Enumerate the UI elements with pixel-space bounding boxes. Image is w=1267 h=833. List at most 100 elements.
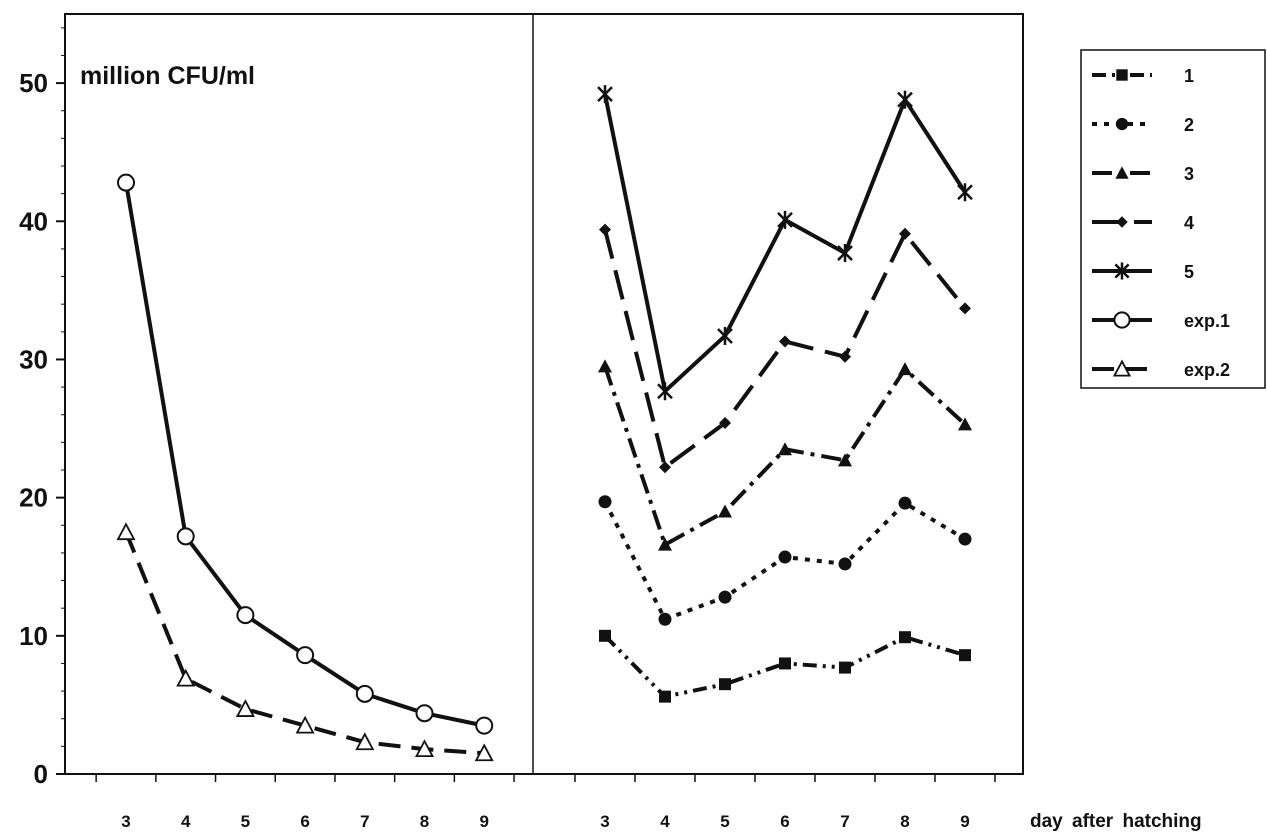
data-point — [659, 461, 671, 474]
legend-entry: exp.1 — [1092, 311, 1230, 331]
series-line-exp1 — [124, 182, 485, 728]
data-point — [598, 359, 612, 373]
data-point — [718, 504, 732, 518]
x-tick-label: 3 — [121, 812, 130, 831]
data-point — [295, 715, 315, 734]
y-tick-label: 30 — [19, 344, 48, 374]
unit-label: million CFU/ml — [80, 62, 255, 90]
data-point — [958, 417, 972, 431]
y-tick-label: 0 — [34, 759, 48, 789]
x-tick-label: 9 — [960, 812, 969, 831]
data-point — [659, 690, 671, 703]
data-point — [839, 661, 851, 674]
x-tick-label: 8 — [900, 812, 909, 831]
data-point — [898, 496, 912, 510]
data-point — [839, 350, 851, 363]
series-line-4 — [603, 229, 967, 470]
data-point — [355, 732, 375, 751]
data-point — [959, 302, 971, 315]
data-point — [597, 85, 613, 104]
data-point — [116, 522, 136, 541]
x-tick-label: 9 — [479, 812, 488, 831]
x-tick-label: 8 — [420, 812, 429, 831]
data-point — [779, 335, 791, 348]
x-tick-label: 5 — [241, 812, 250, 831]
data-point — [1116, 216, 1128, 228]
data-point — [475, 716, 494, 735]
data-point — [117, 173, 135, 192]
data-point — [897, 90, 913, 109]
series-layer — [116, 85, 973, 762]
data-point — [1113, 311, 1131, 329]
data-point — [658, 537, 672, 551]
data-point — [717, 326, 733, 345]
data-point — [598, 495, 612, 509]
legend-label: 2 — [1184, 115, 1194, 135]
data-point — [899, 631, 911, 644]
data-point — [719, 678, 731, 691]
legend-label: 5 — [1184, 262, 1194, 282]
data-point — [1116, 69, 1128, 81]
x-tick-label: 4 — [181, 812, 191, 831]
data-point — [958, 532, 972, 546]
legend-entry: 2 — [1092, 115, 1194, 135]
legend-label: 3 — [1184, 164, 1194, 184]
x-tick-label: 6 — [300, 812, 309, 831]
x-tick-label: 7 — [360, 812, 369, 831]
legend-entry: 4 — [1092, 213, 1194, 233]
data-point — [777, 210, 793, 229]
y-tick-label: 50 — [19, 68, 48, 98]
data-point — [1115, 117, 1129, 131]
y-tick-label: 10 — [19, 621, 48, 651]
data-point — [296, 646, 315, 665]
data-point — [415, 704, 434, 723]
data-point — [838, 453, 852, 467]
legend-entry: 5 — [1092, 262, 1194, 282]
legend-entry: 3 — [1092, 164, 1194, 184]
legend-label: 4 — [1184, 213, 1194, 233]
data-point — [415, 739, 434, 758]
data-point — [957, 183, 973, 202]
data-point — [1112, 359, 1132, 377]
data-point — [898, 362, 912, 376]
legend: 1 2 3 4 5 exp.1 exp.2 — [1092, 66, 1230, 380]
legend-label: exp.2 — [1184, 360, 1230, 380]
x-tick-label: 6 — [780, 812, 789, 831]
x-axis-title: day after hatching — [1030, 811, 1202, 832]
legend-entry: 1 — [1092, 66, 1194, 86]
data-point — [658, 612, 672, 626]
legend-label: exp.1 — [1184, 311, 1230, 331]
data-point — [719, 417, 731, 430]
legend-label: 1 — [1184, 66, 1194, 86]
data-point — [236, 606, 255, 625]
x-tick-label: 7 — [840, 812, 849, 831]
x-axis: 3 4 5 6 7 8 9 3 4 5 6 7 8 9 — [95, 774, 996, 831]
data-point — [176, 527, 195, 546]
x-tick-label: 3 — [600, 812, 609, 831]
data-point — [837, 244, 853, 263]
data-point — [778, 442, 792, 456]
plot-frame — [64, 13, 1024, 775]
x-tick-label: 5 — [720, 812, 729, 831]
y-tick-label: 40 — [19, 206, 48, 236]
data-point — [778, 550, 792, 564]
data-point — [355, 684, 374, 703]
data-point — [599, 223, 611, 236]
data-point — [838, 557, 852, 571]
legend-box — [1080, 49, 1266, 389]
data-point — [899, 227, 911, 240]
data-point — [474, 743, 494, 762]
y-tick-label: 20 — [19, 483, 48, 513]
data-point — [235, 699, 255, 717]
series-line-3 — [603, 365, 967, 547]
data-point — [599, 629, 611, 642]
data-point — [779, 657, 791, 670]
data-point — [1114, 262, 1130, 280]
data-point — [959, 649, 971, 662]
data-point — [1115, 166, 1129, 179]
y-axis: 0 10 20 30 40 50 — [19, 27, 65, 789]
data-point — [657, 382, 673, 401]
x-tick-label: 4 — [660, 812, 670, 831]
legend-entry: exp.2 — [1092, 359, 1230, 380]
